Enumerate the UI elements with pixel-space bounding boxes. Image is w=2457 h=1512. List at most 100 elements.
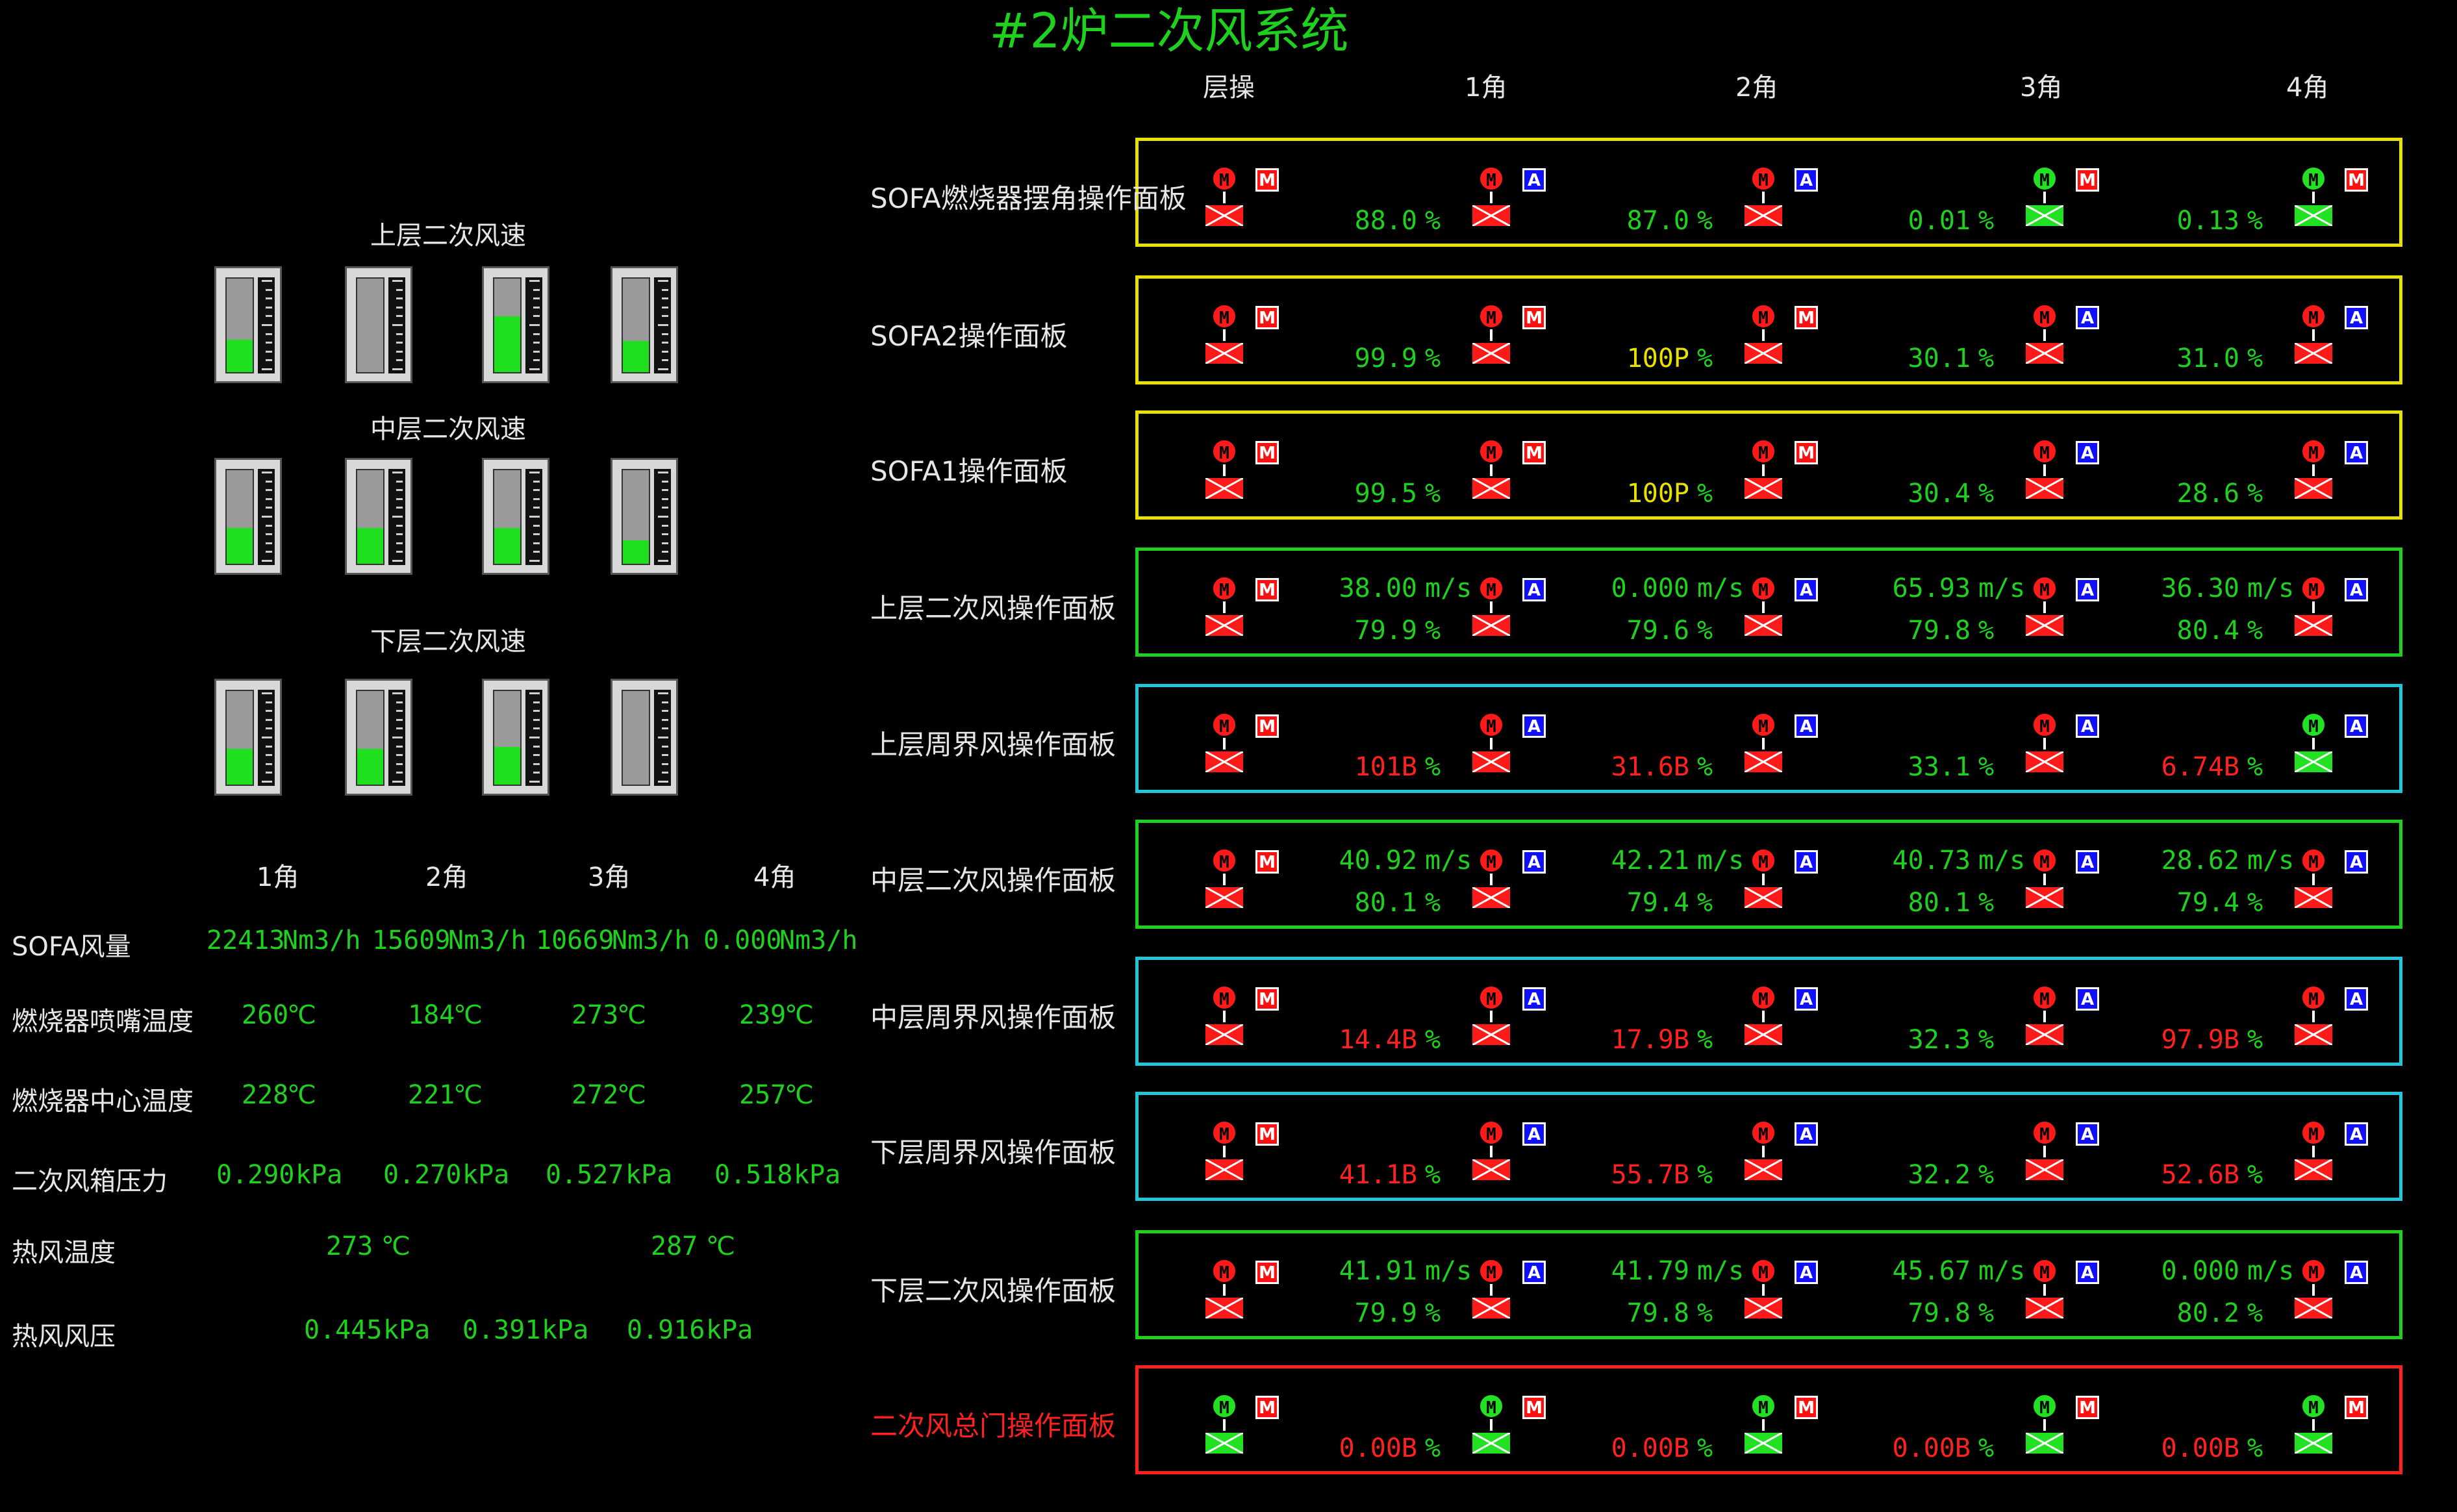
corner-actuator[interactable]: M	[1470, 1120, 1512, 1182]
level-actuator[interactable]: M	[1203, 1120, 1245, 1182]
manual-mode-button[interactable]: M	[2345, 168, 2368, 192]
manual-mode-button[interactable]: M	[1522, 441, 1546, 464]
auto-mode-button[interactable]: A	[1522, 850, 1546, 874]
level-actuator[interactable]: M	[1203, 1258, 1245, 1320]
auto-mode-button[interactable]: A	[2345, 306, 2368, 329]
wind-speed-gauge[interactable]	[611, 266, 678, 383]
auto-mode-button[interactable]: A	[1795, 1122, 1818, 1146]
panel-label[interactable]: 上层周界风操作面板	[870, 729, 1116, 761]
wind-speed-gauge[interactable]	[345, 679, 412, 796]
manual-mode-button[interactable]: M	[1255, 578, 1279, 601]
auto-mode-button[interactable]: A	[1795, 987, 1818, 1011]
corner-actuator[interactable]: M	[2024, 1393, 2065, 1455]
corner-actuator[interactable]: M	[2024, 1120, 2065, 1182]
manual-mode-button[interactable]: M	[1795, 306, 1818, 329]
corner-actuator[interactable]: M	[1743, 1258, 1784, 1320]
level-actuator[interactable]: M	[1203, 575, 1245, 638]
corner-actuator[interactable]: M	[1743, 166, 1784, 228]
panel-label[interactable]: 下层周界风操作面板	[870, 1137, 1116, 1168]
manual-mode-button[interactable]: M	[2076, 168, 2099, 192]
auto-mode-button[interactable]: A	[2345, 714, 2368, 738]
level-actuator[interactable]: M	[1203, 1393, 1245, 1455]
corner-actuator[interactable]: M	[2024, 985, 2065, 1047]
auto-mode-button[interactable]: A	[1522, 578, 1546, 601]
auto-mode-button[interactable]: A	[2345, 987, 2368, 1011]
corner-actuator[interactable]: M	[1470, 303, 1512, 366]
manual-mode-button[interactable]: M	[1255, 850, 1279, 874]
manual-mode-button[interactable]: M	[2345, 1396, 2368, 1419]
manual-mode-button[interactable]: M	[1255, 1261, 1279, 1284]
wind-speed-gauge[interactable]	[345, 458, 412, 575]
manual-mode-button[interactable]: M	[1795, 441, 1818, 464]
level-actuator[interactable]: M	[1203, 166, 1245, 228]
level-actuator[interactable]: M	[1203, 303, 1245, 366]
wind-speed-gauge[interactable]	[482, 458, 549, 575]
wind-speed-gauge[interactable]	[482, 679, 549, 796]
auto-mode-button[interactable]: A	[1522, 714, 1546, 738]
panel-label[interactable]: 下层二次风操作面板	[870, 1275, 1116, 1307]
corner-actuator[interactable]: M	[1470, 1258, 1512, 1320]
corner-actuator[interactable]: M	[2293, 1393, 2334, 1455]
corner-actuator[interactable]: M	[2293, 1120, 2334, 1182]
wind-speed-gauge[interactable]	[214, 266, 282, 383]
corner-actuator[interactable]: M	[2293, 1258, 2334, 1320]
auto-mode-button[interactable]: A	[1795, 578, 1818, 601]
auto-mode-button[interactable]: A	[2076, 987, 2099, 1011]
corner-actuator[interactable]: M	[2024, 848, 2065, 910]
corner-actuator[interactable]: M	[2024, 575, 2065, 638]
manual-mode-button[interactable]: M	[1255, 168, 1279, 192]
auto-mode-button[interactable]: A	[2076, 714, 2099, 738]
corner-actuator[interactable]: M	[1470, 575, 1512, 638]
corner-actuator[interactable]: M	[1743, 1120, 1784, 1182]
corner-actuator[interactable]: M	[1743, 712, 1784, 774]
manual-mode-button[interactable]: M	[1522, 306, 1546, 329]
corner-actuator[interactable]: M	[1470, 985, 1512, 1047]
corner-actuator[interactable]: M	[2024, 712, 2065, 774]
level-actuator[interactable]: M	[1203, 985, 1245, 1047]
auto-mode-button[interactable]: A	[2076, 1261, 2099, 1284]
corner-actuator[interactable]: M	[1470, 438, 1512, 501]
auto-mode-button[interactable]: A	[2345, 578, 2368, 601]
wind-speed-gauge[interactable]	[611, 679, 678, 796]
corner-actuator[interactable]: M	[2024, 166, 2065, 228]
corner-actuator[interactable]: M	[1470, 166, 1512, 228]
wind-speed-gauge[interactable]	[345, 266, 412, 383]
corner-actuator[interactable]: M	[2293, 438, 2334, 501]
corner-actuator[interactable]: M	[1743, 848, 1784, 910]
level-actuator[interactable]: M	[1203, 848, 1245, 910]
wind-speed-gauge[interactable]	[482, 266, 549, 383]
corner-actuator[interactable]: M	[2293, 303, 2334, 366]
auto-mode-button[interactable]: A	[2345, 1122, 2368, 1146]
manual-mode-button[interactable]: M	[1255, 1122, 1279, 1146]
panel-label[interactable]: 二次风总门操作面板	[870, 1410, 1116, 1442]
auto-mode-button[interactable]: A	[1522, 1261, 1546, 1284]
auto-mode-button[interactable]: A	[1795, 168, 1818, 192]
auto-mode-button[interactable]: A	[1522, 168, 1546, 192]
panel-label[interactable]: 中层二次风操作面板	[870, 864, 1116, 896]
manual-mode-button[interactable]: M	[1255, 714, 1279, 738]
corner-actuator[interactable]: M	[2024, 1258, 2065, 1320]
auto-mode-button[interactable]: A	[1795, 714, 1818, 738]
corner-actuator[interactable]: M	[1470, 1393, 1512, 1455]
corner-actuator[interactable]: M	[1743, 575, 1784, 638]
corner-actuator[interactable]: M	[2293, 712, 2334, 774]
auto-mode-button[interactable]: A	[1522, 987, 1546, 1011]
wind-speed-gauge[interactable]	[214, 458, 282, 575]
manual-mode-button[interactable]: M	[1255, 1396, 1279, 1419]
corner-actuator[interactable]: M	[2024, 438, 2065, 501]
corner-actuator[interactable]: M	[2293, 985, 2334, 1047]
auto-mode-button[interactable]: A	[2345, 441, 2368, 464]
auto-mode-button[interactable]: A	[2076, 578, 2099, 601]
auto-mode-button[interactable]: A	[2076, 850, 2099, 874]
auto-mode-button[interactable]: A	[2076, 1122, 2099, 1146]
corner-actuator[interactable]: M	[1743, 985, 1784, 1047]
level-actuator[interactable]: M	[1203, 712, 1245, 774]
manual-mode-button[interactable]: M	[1255, 441, 1279, 464]
corner-actuator[interactable]: M	[2293, 575, 2334, 638]
wind-speed-gauge[interactable]	[214, 679, 282, 796]
corner-actuator[interactable]: M	[2293, 848, 2334, 910]
panel-label[interactable]: 上层二次风操作面板	[870, 592, 1116, 624]
panel-label[interactable]: SOFA燃烧器摆角操作面板	[870, 183, 1187, 214]
corner-actuator[interactable]: M	[1470, 712, 1512, 774]
auto-mode-button[interactable]: A	[2345, 1261, 2368, 1284]
